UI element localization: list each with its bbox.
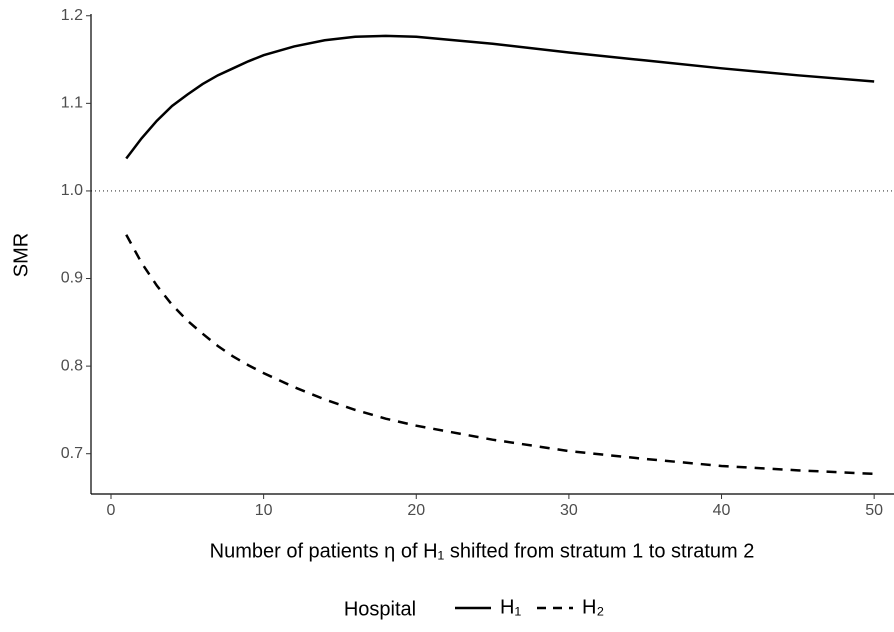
line-series [125,234,875,476]
y-tick-label: 1.0 [61,182,83,199]
y-tick-label: 1.1 [61,95,83,112]
x-tick-label: 10 [255,502,273,519]
x-tick-label: 20 [407,502,425,519]
x-tick-label: 50 [865,502,883,519]
y-tick-label: 0.8 [61,357,83,374]
y-tick-label: 1.2 [61,7,83,24]
y-tick-label: 0.9 [61,270,83,287]
x-axis-label: Number of patients η of H₁ shifted from … [210,540,755,562]
line-series [125,34,875,160]
legend-title: Hospital [344,598,416,620]
legend-label: H₂ [582,596,604,618]
x-tick-label: 40 [713,502,731,519]
y-tick-label: 0.7 [61,445,83,462]
legend-label: H₁ [500,596,521,618]
x-tick-label: 30 [560,502,578,519]
x-tick-label: 0 [107,502,116,519]
y-axis-label: SMR [10,233,32,277]
